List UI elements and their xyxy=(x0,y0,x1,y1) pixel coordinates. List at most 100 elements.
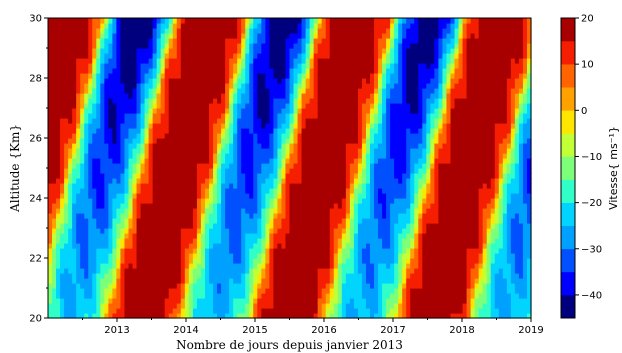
heatmap-cell xyxy=(180,28,186,34)
heatmap-cell xyxy=(321,133,327,139)
heatmap-cell xyxy=(321,93,327,99)
heatmap-cell xyxy=(136,73,142,79)
heatmap-cell xyxy=(237,193,242,199)
heatmap-cell xyxy=(88,23,93,29)
heatmap-cell xyxy=(80,113,85,119)
heatmap-cell xyxy=(148,108,154,114)
heatmap-cell xyxy=(88,133,93,139)
heatmap-cell xyxy=(120,48,126,54)
heatmap-cell xyxy=(140,158,146,164)
heatmap-cell xyxy=(124,268,130,274)
heatmap-cell xyxy=(285,148,291,154)
heatmap-cell xyxy=(140,28,146,34)
heatmap-cell xyxy=(204,218,210,224)
heatmap-cell xyxy=(56,53,61,59)
heatmap-cell xyxy=(361,283,367,289)
heatmap-cell xyxy=(349,28,355,34)
heatmap-cell xyxy=(128,273,134,279)
heatmap-cell xyxy=(196,238,202,244)
heatmap-cell xyxy=(56,223,61,229)
heatmap-cell xyxy=(281,213,287,219)
heatmap-cell xyxy=(374,163,379,169)
heatmap-cell xyxy=(192,48,198,54)
heatmap-cell xyxy=(349,178,355,184)
heatmap-cell xyxy=(269,43,274,49)
heatmap-cell xyxy=(152,253,158,259)
heatmap-cell xyxy=(152,83,158,89)
heatmap-cell xyxy=(100,88,105,94)
heatmap-cell xyxy=(204,188,210,194)
heatmap-cell xyxy=(80,158,85,164)
heatmap-cell xyxy=(192,298,198,304)
heatmap-cell xyxy=(217,288,222,294)
heatmap-cell xyxy=(64,273,69,279)
heatmap-cell xyxy=(196,248,202,254)
heatmap-cell xyxy=(120,263,126,269)
heatmap-cell xyxy=(301,193,307,199)
heatmap-cell xyxy=(370,108,375,114)
heatmap-cell xyxy=(293,88,299,94)
heatmap-cell xyxy=(237,123,242,129)
heatmap-cell xyxy=(132,178,138,184)
heatmap-cell xyxy=(213,63,218,69)
heatmap-cell xyxy=(72,163,77,169)
heatmap-cell xyxy=(337,183,343,189)
heatmap-cell xyxy=(374,193,379,199)
heatmap-cell xyxy=(200,18,206,24)
heatmap-cell xyxy=(249,208,254,214)
heatmap-cell xyxy=(333,168,339,174)
heatmap-cell xyxy=(345,293,351,299)
heatmap-cell xyxy=(329,103,335,109)
heatmap-cell xyxy=(80,243,85,249)
heatmap-cell xyxy=(192,208,198,214)
heatmap-cell xyxy=(337,113,343,119)
heatmap-cell xyxy=(325,63,331,69)
heatmap-cell xyxy=(285,178,291,184)
heatmap-cell xyxy=(72,113,77,119)
heatmap-cell xyxy=(361,153,367,159)
heatmap-cell xyxy=(233,198,238,204)
heatmap-cell xyxy=(148,188,154,194)
heatmap-cell xyxy=(160,73,166,79)
heatmap-cell xyxy=(88,293,93,299)
heatmap-cell xyxy=(136,243,142,249)
heatmap-cell xyxy=(349,293,355,299)
heatmap-cell xyxy=(257,313,262,319)
heatmap-cell xyxy=(321,118,327,124)
heatmap-cell xyxy=(152,143,158,149)
heatmap-cell xyxy=(265,23,270,29)
heatmap-cell xyxy=(345,248,351,254)
heatmap-cell xyxy=(357,238,363,244)
heatmap-cell xyxy=(333,288,339,294)
heatmap-cell xyxy=(68,128,73,134)
heatmap-cell xyxy=(301,63,307,69)
heatmap-cell xyxy=(257,43,262,49)
heatmap-cell xyxy=(249,288,254,294)
heatmap-cell xyxy=(120,258,126,264)
heatmap-cell xyxy=(297,128,303,134)
heatmap-cell xyxy=(273,68,279,74)
heatmap-cell xyxy=(293,283,299,289)
heatmap-cell xyxy=(60,73,65,79)
heatmap-cell xyxy=(156,158,162,164)
heatmap-cell xyxy=(365,158,371,164)
heatmap-cell xyxy=(361,113,367,119)
heatmap-cell xyxy=(229,118,234,124)
heatmap-cell xyxy=(164,308,170,314)
heatmap-cell xyxy=(370,188,375,194)
heatmap-cell xyxy=(253,228,258,234)
heatmap-cell xyxy=(76,93,81,99)
heatmap-cell xyxy=(337,53,343,59)
heatmap-cell xyxy=(217,173,222,179)
heatmap-cell xyxy=(112,218,118,224)
heatmap-cell xyxy=(148,43,154,49)
heatmap-cell xyxy=(56,58,61,64)
heatmap-cell xyxy=(378,283,383,289)
heatmap-cell xyxy=(100,73,105,79)
heatmap-cell xyxy=(80,268,85,274)
heatmap-cell xyxy=(365,58,371,64)
heatmap-cell xyxy=(317,293,323,299)
heatmap-cell xyxy=(100,238,105,244)
heatmap-cell xyxy=(84,203,89,209)
heatmap-cell xyxy=(100,63,105,69)
